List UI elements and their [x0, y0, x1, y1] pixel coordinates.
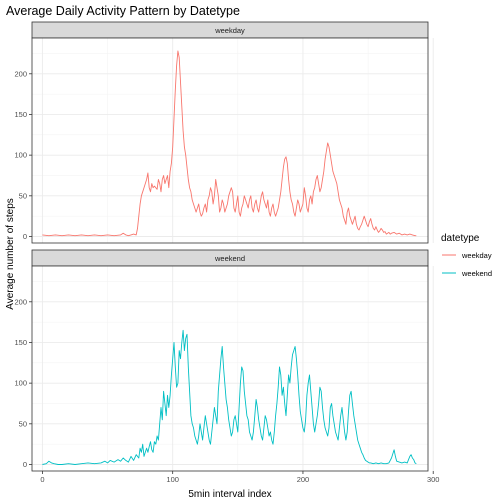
panel-weekday-y-ticks: 0 50 100 150 200 — [14, 69, 32, 241]
x-tick-label: 100 — [166, 475, 179, 484]
x-axis-ticks: 0 100 200 300 — [40, 471, 439, 484]
panel-weekday-strip-label: weekday — [214, 26, 245, 35]
x-tick-label: 200 — [297, 475, 310, 484]
legend-label-weekday: weekday — [461, 251, 492, 260]
y-axis-title: Average number of steps — [5, 198, 16, 310]
x-tick-label: 300 — [427, 475, 440, 484]
y-tick-label: 100 — [14, 151, 27, 160]
panel-weekend: weekend 0 50 100 150 200 — [14, 249, 434, 472]
y-tick-label: 100 — [14, 379, 27, 388]
panel-weekend-background — [32, 266, 428, 471]
panel-weekend-strip-label: weekend — [214, 254, 245, 263]
x-axis-title: 5min interval index — [188, 489, 271, 500]
panel-weekday-border — [31, 37, 429, 244]
panel-weekday-background — [32, 38, 428, 243]
y-tick-label: 200 — [14, 69, 27, 78]
weekend-series-line — [42, 329, 417, 465]
legend: datetype weekday weekend — [441, 233, 492, 278]
y-tick-label: 50 — [19, 191, 27, 200]
y-tick-label: 150 — [14, 110, 27, 119]
y-tick-label: 200 — [14, 297, 27, 306]
panel-weekend-border — [31, 265, 429, 472]
legend-title: datetype — [441, 233, 480, 244]
weekday-series-line — [42, 50, 417, 237]
x-tick-label: 0 — [40, 475, 44, 484]
chart-title: Average Daily Activity Pattern by Datety… — [6, 4, 240, 18]
y-tick-label: 50 — [19, 419, 27, 428]
y-tick-label: 0 — [23, 232, 27, 241]
y-tick-label: 0 — [23, 460, 27, 469]
panel-weekend-grid — [32, 266, 434, 471]
panel-weekday: weekday 0 50 100 150 200 — [14, 21, 434, 244]
y-tick-label: 150 — [14, 338, 27, 347]
legend-label-weekend: weekend — [461, 269, 492, 278]
panel-weekend-y-ticks: 0 50 100 150 200 — [14, 297, 32, 469]
